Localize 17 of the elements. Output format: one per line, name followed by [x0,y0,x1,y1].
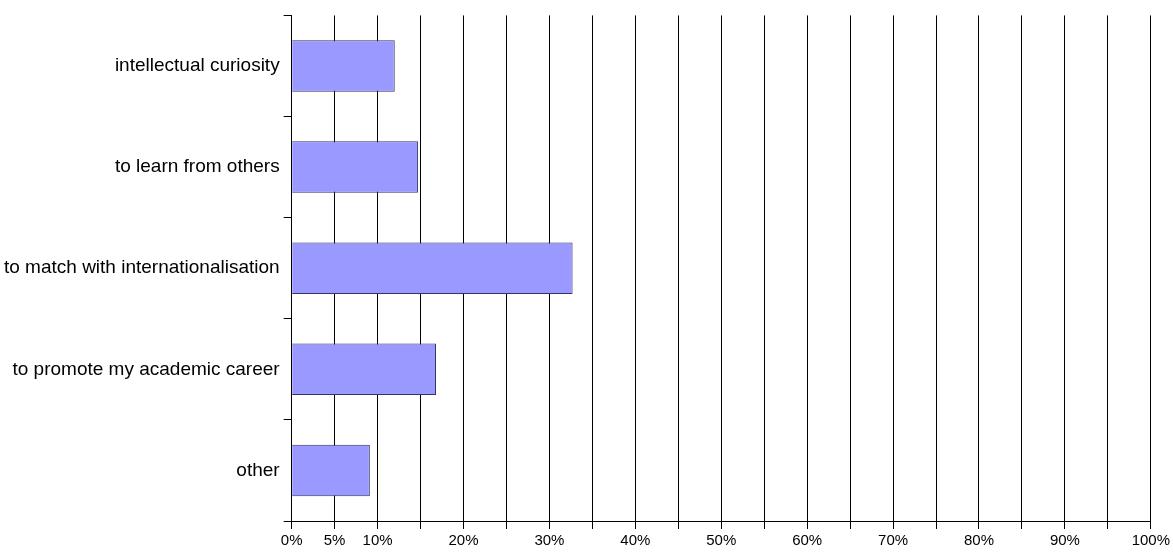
x-tick-label: 50% [706,531,737,549]
x-tick-label: 40% [620,531,651,549]
x-tick-label: 70% [878,531,909,549]
x-tick-label: 90% [1049,531,1080,549]
x-tick-label: 10% [362,531,393,549]
x-tick-label: 100% [1131,531,1171,549]
y-tick-label: other [236,458,281,480]
x-tick-label: 5% [323,531,346,549]
x-tick-label: 60% [792,531,823,549]
x-tick-label: 20% [448,531,479,549]
y-tick-label: to promote my academic career [12,357,281,379]
x-tick-label: 0% [280,531,303,549]
x-tick-label: 30% [534,531,565,549]
y-tick-label: to match with internationalisation [3,256,280,278]
y-tick-label: intellectual curiosity [114,54,281,76]
x-tick-label: 80% [963,531,994,549]
y-tick-label: to learn from others [114,155,280,177]
